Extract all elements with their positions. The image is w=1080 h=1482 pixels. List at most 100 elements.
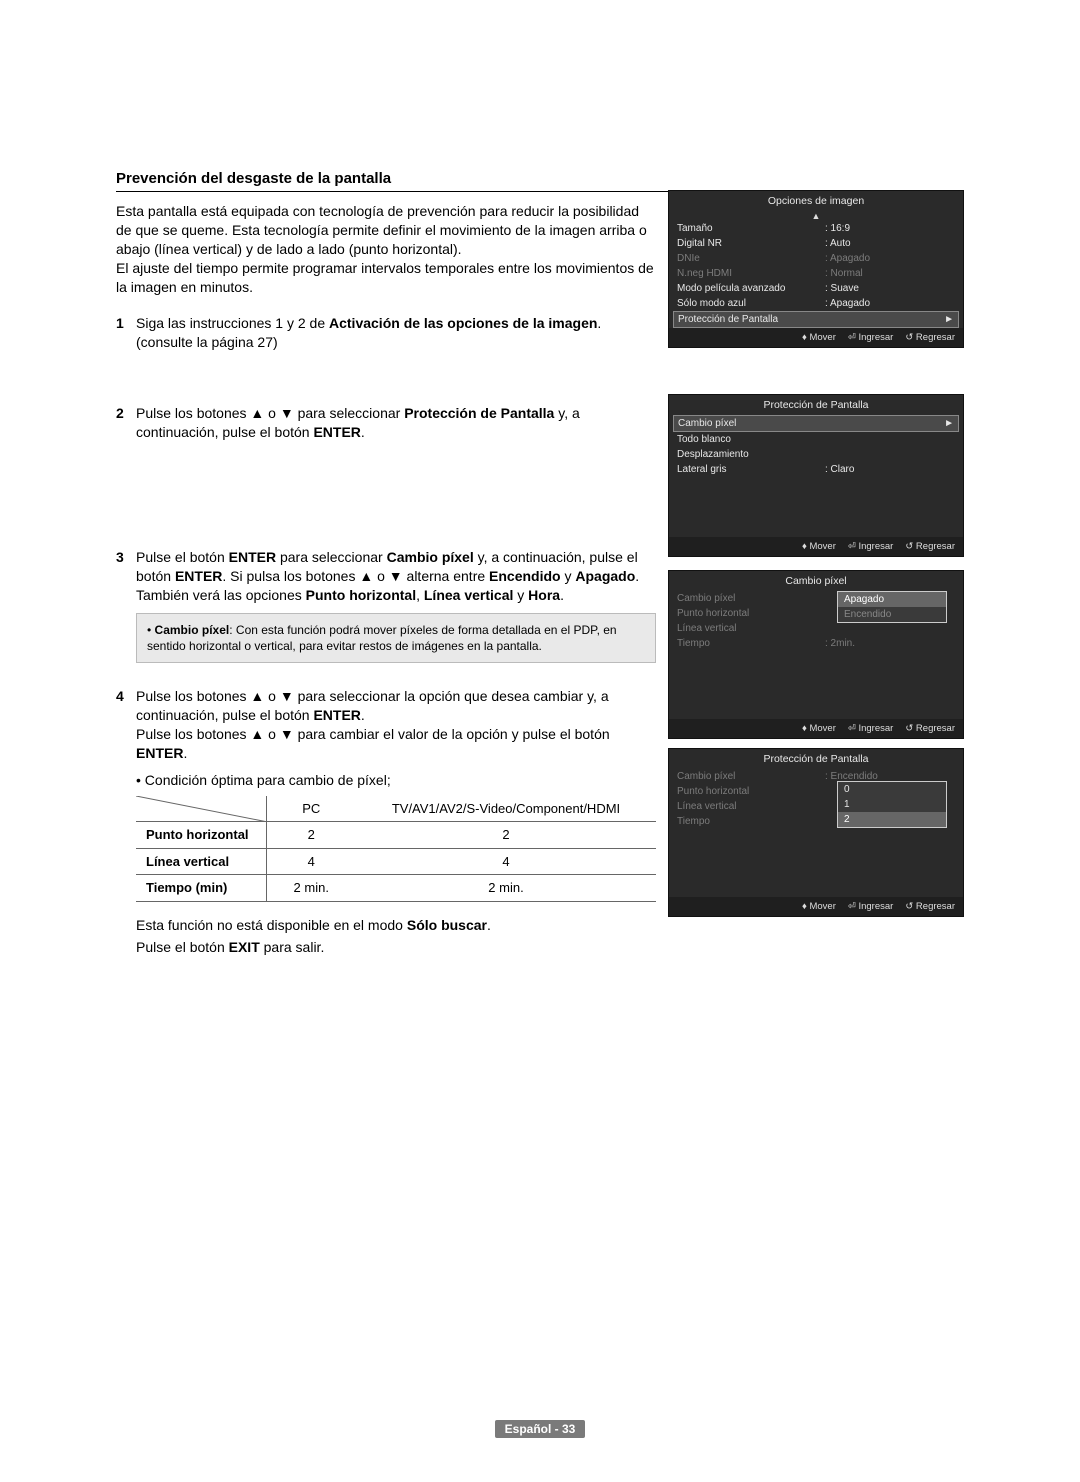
hint-return: ↺ Regresar <box>905 901 955 912</box>
menu-item-value: : 16:9 <box>825 223 955 234</box>
menu-item-label: Digital NR <box>677 238 825 249</box>
menu-item-value: : Auto <box>825 238 955 249</box>
menu-title: Protección de Pantalla <box>669 749 963 769</box>
menu-title: Protección de Pantalla <box>669 395 963 415</box>
menu-item: Protección de Pantalla ► <box>673 311 959 328</box>
menu-item-label: Punto horizontal <box>677 608 825 619</box>
menu-item-label: Punto horizontal <box>677 786 825 797</box>
note-box: • Cambio píxel: Con esta función podrá m… <box>136 613 656 663</box>
menu-item: Línea vertical <box>669 621 963 636</box>
text-bold: Línea vertical <box>424 587 514 603</box>
arrow-right-icon: ► <box>944 314 954 325</box>
text: Pulse el botón <box>136 939 229 955</box>
menu-item-label: Tiempo <box>677 638 825 649</box>
text: . Si pulsa los botones ▲ o ▼ alterna ent… <box>222 568 489 584</box>
menu-item-label: Cambio píxel <box>677 593 825 604</box>
menu-item-value: : Apagado <box>825 253 955 264</box>
text-bold: Cambio píxel <box>387 549 474 565</box>
table-cell: 4 <box>266 848 356 875</box>
page-language: Español - <box>505 1422 562 1436</box>
text-bold: ENTER <box>175 568 222 584</box>
menu-item-label: Desplazamiento <box>677 449 825 460</box>
popup-item: Encendido <box>838 607 946 622</box>
text: , <box>416 587 424 603</box>
popup-menu: 012 <box>837 781 947 828</box>
menu-item-value: : Suave <box>825 283 955 294</box>
hint-return: ↺ Regresar <box>905 541 955 552</box>
text: • <box>147 623 155 637</box>
step-1: 1 Siga las instrucciones 1 y 2 de Activa… <box>116 314 656 352</box>
hint-enter: ⏎ Ingresar <box>848 723 893 734</box>
text-bold: ENTER <box>229 549 276 565</box>
text-bold: Sólo buscar <box>407 917 487 933</box>
step-number: 1 <box>116 314 136 352</box>
menu-item-label: Línea vertical <box>677 801 825 812</box>
menu-item-label: Cambio píxel <box>678 418 826 429</box>
hint-enter: ⏎ Ingresar <box>848 901 893 912</box>
section-title: Prevención del desgaste de la pantalla <box>116 170 964 192</box>
step-body: Pulse los botones ▲ o ▼ para seleccionar… <box>136 687 656 958</box>
menu-footer: ♦ Mover ⏎ Ingresar ↺ Regresar <box>669 328 963 347</box>
text-bold: EXIT <box>229 939 260 955</box>
text-bold: Encendido <box>489 568 561 584</box>
text: para seleccionar <box>276 549 387 565</box>
menu-item-label: Sólo modo azul <box>677 298 825 309</box>
text-bold: Protección de Pantalla <box>404 405 554 421</box>
page-number: 33 <box>562 1422 575 1436</box>
step-body: Pulse el botón ENTER para seleccionar Ca… <box>136 548 656 663</box>
menu-item: Todo blanco <box>669 432 963 447</box>
menu-item-label: Tamaño <box>677 223 825 234</box>
hint-move: ♦ Mover <box>802 541 836 552</box>
hint-enter: ⏎ Ingresar <box>848 332 893 343</box>
popup-item: 0 <box>838 782 946 797</box>
menu-item-label: Cambio píxel <box>677 771 825 782</box>
scroll-up-icon: ▲ <box>669 211 963 221</box>
menu-item-label: DNIe <box>677 253 825 264</box>
osd-menu-4: Protección de Pantalla Cambio píxel: Enc… <box>668 748 964 917</box>
osd-menu-3: Cambio píxel Cambio píxelPunto horizonta… <box>668 570 964 739</box>
table-row-label: Tiempo (min) <box>136 875 266 902</box>
menu-item-label: Protección de Pantalla <box>678 314 826 325</box>
popup-menu: ApagadoEncendido <box>837 591 947 623</box>
hint-enter: ⏎ Ingresar <box>848 541 893 552</box>
menu-item: Sólo modo azul: Apagado <box>669 296 963 311</box>
table-cell: 2 min. <box>356 875 656 902</box>
menu-item: Tamaño: 16:9 <box>669 221 963 236</box>
popup-item: 1 <box>838 797 946 812</box>
osd-menu-1: Opciones de imagen ▲ Tamaño: 16:9Digital… <box>668 190 964 348</box>
table-cell: 4 <box>356 848 656 875</box>
text: y <box>513 587 528 603</box>
menu-item-label: Tiempo <box>677 816 825 827</box>
table-header: PC <box>266 796 356 822</box>
step-number: 3 <box>116 548 136 663</box>
step-4: 4 Pulse los botones ▲ o ▼ para seleccion… <box>116 687 656 958</box>
page-footer: Español - 33 <box>0 1422 1080 1436</box>
text: y <box>561 568 576 584</box>
osd-menu-2: Protección de Pantalla Cambio píxel►Todo… <box>668 394 964 557</box>
table-cell: 2 min. <box>266 875 356 902</box>
text: . <box>487 917 491 933</box>
step-2: 2 Pulse los botones ▲ o ▼ para seleccion… <box>116 404 656 442</box>
table-header: TV/AV1/AV2/S-Video/Component/HDMI <box>356 796 656 822</box>
popup-item: Apagado <box>838 592 946 607</box>
menu-item-label: N.neg HDMI <box>677 268 825 279</box>
settings-table: PC TV/AV1/AV2/S-Video/Component/HDMI Pun… <box>136 796 656 902</box>
text-bold: ENTER <box>136 745 183 761</box>
menu-footer: ♦ Mover ⏎ Ingresar ↺ Regresar <box>669 537 963 556</box>
text: Siga las instrucciones 1 y 2 de <box>136 315 329 331</box>
text-bold: ENTER <box>313 424 360 440</box>
text: Pulse los botones ▲ o ▼ para seleccionar <box>136 405 404 421</box>
menu-item-value: : Claro <box>825 464 955 475</box>
menu-item: DNIe: Apagado <box>669 251 963 266</box>
text-bold: Hora <box>528 587 560 603</box>
step-body: Siga las instrucciones 1 y 2 de Activaci… <box>136 314 656 352</box>
hint-return: ↺ Regresar <box>905 332 955 343</box>
popup-item: 2 <box>838 812 946 827</box>
intro-text: Esta pantalla está equipada con tecnolog… <box>116 202 656 296</box>
menu-item-label: Lateral gris <box>677 464 825 475</box>
menu-item-value: : Normal <box>825 268 955 279</box>
text: . <box>361 424 365 440</box>
condition-label: • Condición óptima para cambio de píxel; <box>136 771 656 790</box>
menu-item: Modo película avanzado: Suave <box>669 281 963 296</box>
table-cell: 2 <box>356 822 656 849</box>
